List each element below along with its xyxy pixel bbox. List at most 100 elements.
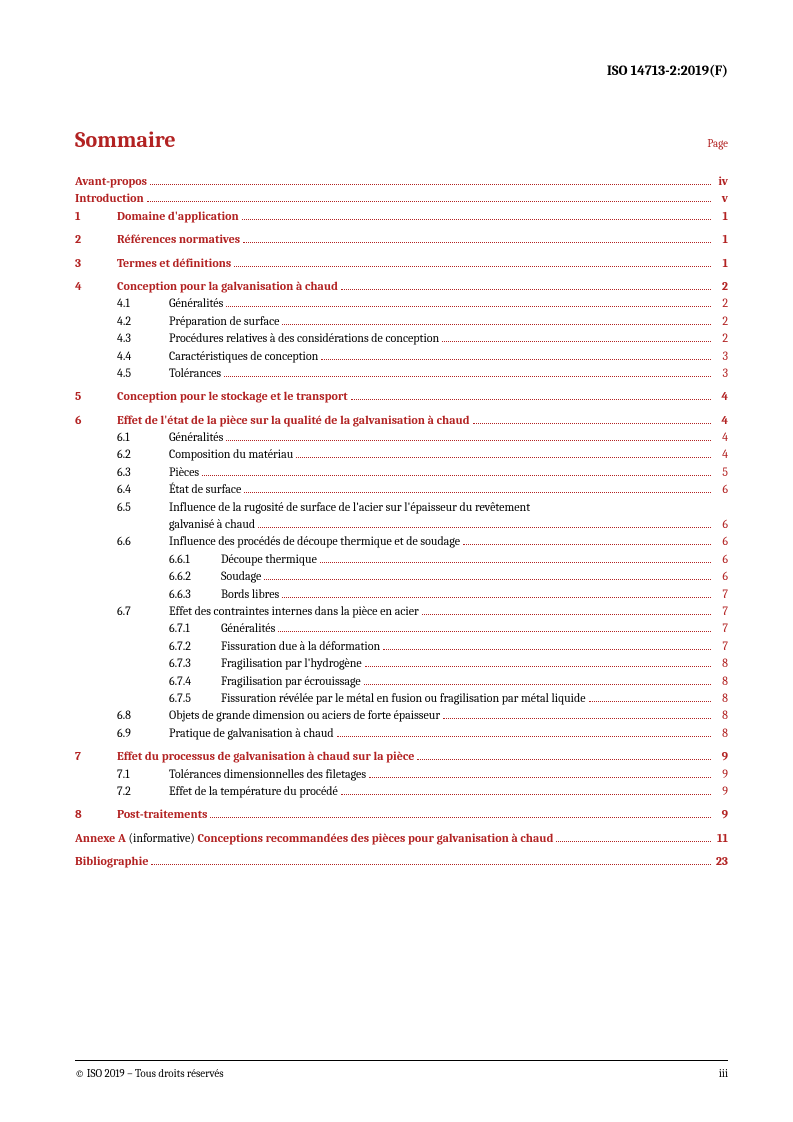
toc-subsub-number: 6.7.4: [169, 673, 221, 690]
toc-sub-number: 4.1: [117, 295, 169, 312]
toc-row: 6.6Influence des procédés de découpe the…: [75, 533, 728, 550]
toc-leader: [422, 605, 711, 615]
toc-page: 1: [714, 255, 728, 272]
toc-leader: [383, 640, 711, 650]
toc-leader: [278, 622, 711, 632]
toc-subsub-number: 6.7.2: [169, 638, 221, 655]
toc-row: 6.6.1Découpe thermique6: [75, 551, 728, 568]
toc-section-label: Conception pour le stockage et le transp…: [117, 388, 348, 405]
toc-page: 11: [714, 830, 728, 847]
toc-sub-number: 6.7: [117, 603, 169, 620]
toc-leader: [321, 349, 711, 359]
toc-subsub-label: Fragilisation par l'hydrogène: [221, 655, 362, 672]
toc-page: 3: [714, 348, 728, 365]
toc-row: 6.6.3Bords libres7: [75, 586, 728, 603]
toc-title: Sommaire: [75, 127, 176, 153]
toc-section-number: 8: [75, 806, 117, 823]
toc-row: 6.4État de surface6: [75, 481, 728, 498]
toc-page: 9: [714, 748, 728, 765]
toc-row: 6.6.2Soudage 6: [75, 568, 728, 585]
toc-leader: [320, 553, 711, 563]
toc-leader: [473, 414, 711, 424]
toc-front-label: Avant-propos: [75, 173, 147, 190]
toc-subsub-label: Soudage: [221, 568, 261, 585]
toc-page: 8: [714, 655, 728, 672]
toc-sub-label: Tolérances dimensionnelles des filetages: [169, 766, 366, 783]
toc-leader: [226, 297, 711, 307]
toc-page: 3: [714, 365, 728, 382]
toc-row: 6.7.4Fragilisation par écrouissage8: [75, 673, 728, 690]
toc-leader: [556, 831, 711, 841]
toc-row: 8Post-traitements9: [75, 806, 728, 823]
toc-sub-label: Composition du matériau: [169, 446, 293, 463]
toc-row: Introductionv: [75, 190, 728, 207]
toc-row: 7Effet du processus de galvanisation à c…: [75, 748, 728, 765]
toc-header: Sommaire Page: [75, 127, 728, 153]
toc-section-label: Effet de l'état de la pièce sur la quali…: [117, 412, 470, 429]
toc-sub-label: Caractéristiques de conception: [169, 348, 318, 365]
toc-sub-label: galvanisé à chaud: [169, 516, 255, 533]
toc-biblio-label: Bibliographie: [75, 853, 148, 870]
toc-sub-label: Tolérances: [169, 365, 221, 382]
toc-page: 5: [714, 464, 728, 481]
toc-row: galvanisé à chaud 6: [75, 516, 728, 533]
toc-annex-title: Conceptions recommandées des pièces pour…: [197, 831, 553, 845]
toc-page: 1: [714, 208, 728, 225]
page-footer: © ISO 2019 – Tous droits réservés iii: [75, 1060, 728, 1080]
toc-sub-number: 6.6: [117, 533, 169, 550]
toc-page: 8: [714, 725, 728, 742]
toc-sub-label: Préparation de surface: [169, 313, 279, 330]
toc-leader: [365, 657, 711, 667]
toc-leader: [242, 210, 711, 220]
toc-leader: [147, 192, 711, 202]
toc-leader: [364, 674, 711, 684]
toc-sub-number: 6.8: [117, 707, 169, 724]
toc-leader: [151, 855, 710, 865]
toc-sub-number: 6.4: [117, 481, 169, 498]
toc-subsub-number: 6.6.2: [169, 568, 221, 585]
toc-row: 6.7.2Fissuration due à la déformation7: [75, 638, 728, 655]
toc-sub-label: Généralités: [169, 295, 223, 312]
toc-page: 6: [714, 516, 728, 533]
toc-page: v: [714, 190, 728, 207]
toc-sub-label: Influence des procédés de découpe thermi…: [169, 533, 460, 550]
toc-row: 4.2Préparation de surface 2: [75, 313, 728, 330]
toc-row: 6.1Généralités4: [75, 429, 728, 446]
toc-leader: [341, 280, 711, 290]
toc-row: 4.4Caractéristiques de conception3: [75, 348, 728, 365]
toc-page: 6: [714, 568, 728, 585]
toc-row: 6Effet de l'état de la pièce sur la qual…: [75, 412, 728, 429]
toc-leader: [243, 233, 711, 243]
toc-sub-number: 6.1: [117, 429, 169, 446]
toc-row: 6.9Pratique de galvanisation à chaud8: [75, 725, 728, 742]
toc-page: 9: [714, 783, 728, 800]
toc-row: 6.2Composition du matériau4: [75, 446, 728, 463]
toc-page: 6: [714, 481, 728, 498]
toc-leader: [258, 518, 711, 528]
document-reference: ISO 14713-2:2019(F): [75, 62, 728, 79]
toc-row: Bibliographie 23: [75, 853, 728, 870]
toc-row: Avant-proposiv: [75, 173, 728, 190]
toc-section-label: Effet du processus de galvanisation à ch…: [117, 748, 414, 765]
toc-page: 7: [714, 620, 728, 637]
toc-sub-number: 6.2: [117, 446, 169, 463]
toc-subsub-label: Fragilisation par écrouissage: [221, 673, 361, 690]
toc-section-number: 6: [75, 412, 117, 429]
toc-body: Avant-proposivIntroductionv1Domaine d'ap…: [75, 173, 728, 870]
toc-row: 7.1Tolérances dimensionnelles des fileta…: [75, 766, 728, 783]
toc-page: 8: [714, 690, 728, 707]
toc-subsub-number: 6.7.5: [169, 690, 221, 707]
toc-sub-number: 4.2: [117, 313, 169, 330]
toc-page-label: Page: [707, 137, 728, 150]
toc-leader: [150, 175, 711, 185]
toc-row: 6.3Pièces5: [75, 464, 728, 481]
toc-page: 6: [714, 533, 728, 550]
toc-leader: [244, 483, 711, 493]
toc-sub-number: 6.5: [117, 499, 169, 516]
toc-row: 3Termes et définitions1: [75, 255, 728, 272]
toc-subsub-label: Fissuration révélée par le métal en fusi…: [221, 690, 586, 707]
toc-annex-prefix: Annexe A: [75, 831, 126, 845]
toc-page: 23: [714, 853, 728, 870]
toc-leader: [224, 367, 711, 377]
toc-page: 2: [714, 313, 728, 330]
